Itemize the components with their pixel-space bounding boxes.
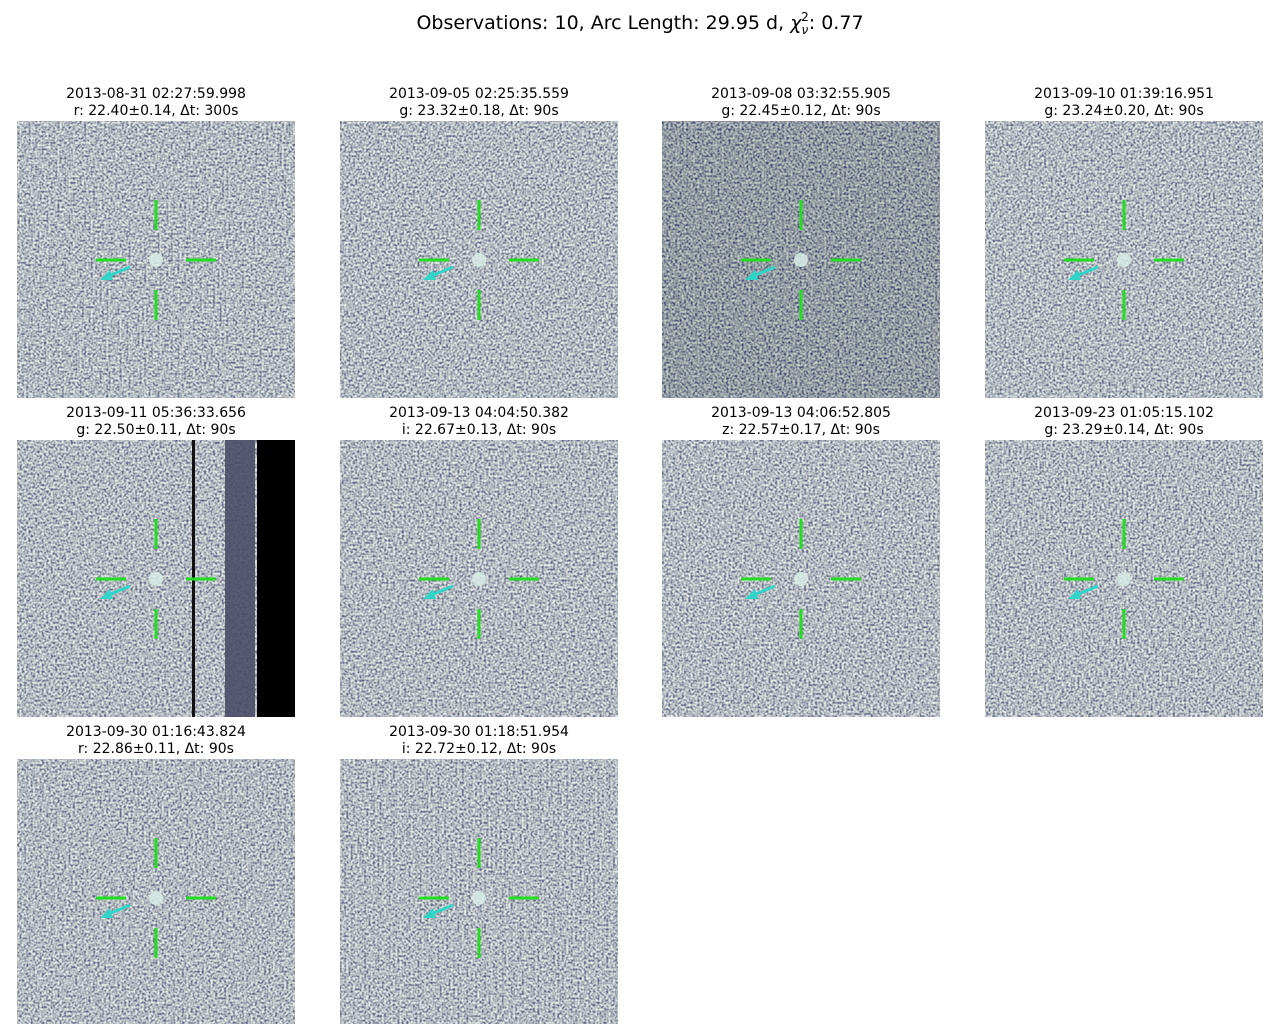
motion-arrow-head bbox=[745, 589, 758, 599]
panel-time: 2013-09-30 01:16:43.824 bbox=[66, 724, 246, 740]
subtitle-suffix: : 0.77 bbox=[809, 12, 864, 34]
panel-time: 2013-09-13 04:04:50.382 bbox=[389, 405, 569, 421]
panel-photometry: g: 22.50±0.11, Δt: 90s bbox=[76, 422, 235, 438]
source bbox=[472, 253, 486, 267]
panel-photometry: r: 22.40±0.14, Δt: 300s bbox=[74, 103, 239, 119]
source bbox=[794, 572, 808, 586]
chip-gap bbox=[225, 440, 255, 717]
chi-sup: 2 bbox=[801, 10, 809, 24]
motion-arrow-head bbox=[1068, 270, 1081, 280]
off-chip bbox=[257, 440, 295, 717]
source bbox=[149, 253, 163, 267]
source bbox=[472, 891, 486, 905]
motion-arrow-head bbox=[423, 270, 436, 280]
panel-time: 2013-09-10 01:39:16.951 bbox=[1034, 86, 1214, 102]
panel-time: 2013-09-11 05:36:33.656 bbox=[66, 405, 246, 421]
source bbox=[149, 572, 163, 586]
motion-arrow-head bbox=[1068, 589, 1081, 599]
panel-photometry: g: 22.45±0.12, Δt: 90s bbox=[721, 103, 880, 119]
panel-time: 2013-09-23 01:05:15.102 bbox=[1034, 405, 1214, 421]
panel-time: 2013-09-05 02:25:35.559 bbox=[389, 86, 569, 102]
panel-photometry: g: 23.24±0.20, Δt: 90s bbox=[1044, 103, 1203, 119]
chi-sub: ν bbox=[801, 23, 808, 37]
subtitle-prefix: Observations: 10, Arc Length: 29.95 d, bbox=[416, 12, 790, 34]
motion-arrow-head bbox=[100, 589, 113, 599]
source bbox=[1117, 572, 1131, 586]
panel-time: 2013-09-30 01:18:51.954 bbox=[389, 724, 569, 740]
source bbox=[1117, 253, 1131, 267]
motion-arrow-head bbox=[100, 270, 113, 280]
panel-time: 2013-08-31 02:27:59.998 bbox=[66, 86, 246, 102]
motion-arrow-head bbox=[423, 908, 436, 918]
source bbox=[149, 891, 163, 905]
motion-arrow-head bbox=[745, 270, 758, 280]
source bbox=[472, 572, 486, 586]
panel-time: 2013-09-08 03:32:55.905 bbox=[711, 86, 891, 102]
panel-photometry: i: 22.72±0.12, Δt: 90s bbox=[402, 741, 556, 757]
panel-photometry: g: 23.32±0.18, Δt: 90s bbox=[399, 103, 558, 119]
motion-arrow-head bbox=[423, 589, 436, 599]
panel-photometry: z: 22.57±0.17, Δt: 90s bbox=[722, 422, 880, 438]
panel-photometry: g: 23.29±0.14, Δt: 90s bbox=[1044, 422, 1203, 438]
panel-time: 2013-09-13 04:06:52.805 bbox=[711, 405, 891, 421]
subtitle: Observations: 10, Arc Length: 29.95 d, χ… bbox=[416, 10, 863, 37]
panel-photometry: i: 22.67±0.13, Δt: 90s bbox=[402, 422, 556, 438]
source bbox=[794, 253, 808, 267]
chi: χ bbox=[789, 12, 802, 34]
motion-arrow-head bbox=[100, 908, 113, 918]
panel-photometry: r: 22.86±0.11, Δt: 90s bbox=[78, 741, 234, 757]
